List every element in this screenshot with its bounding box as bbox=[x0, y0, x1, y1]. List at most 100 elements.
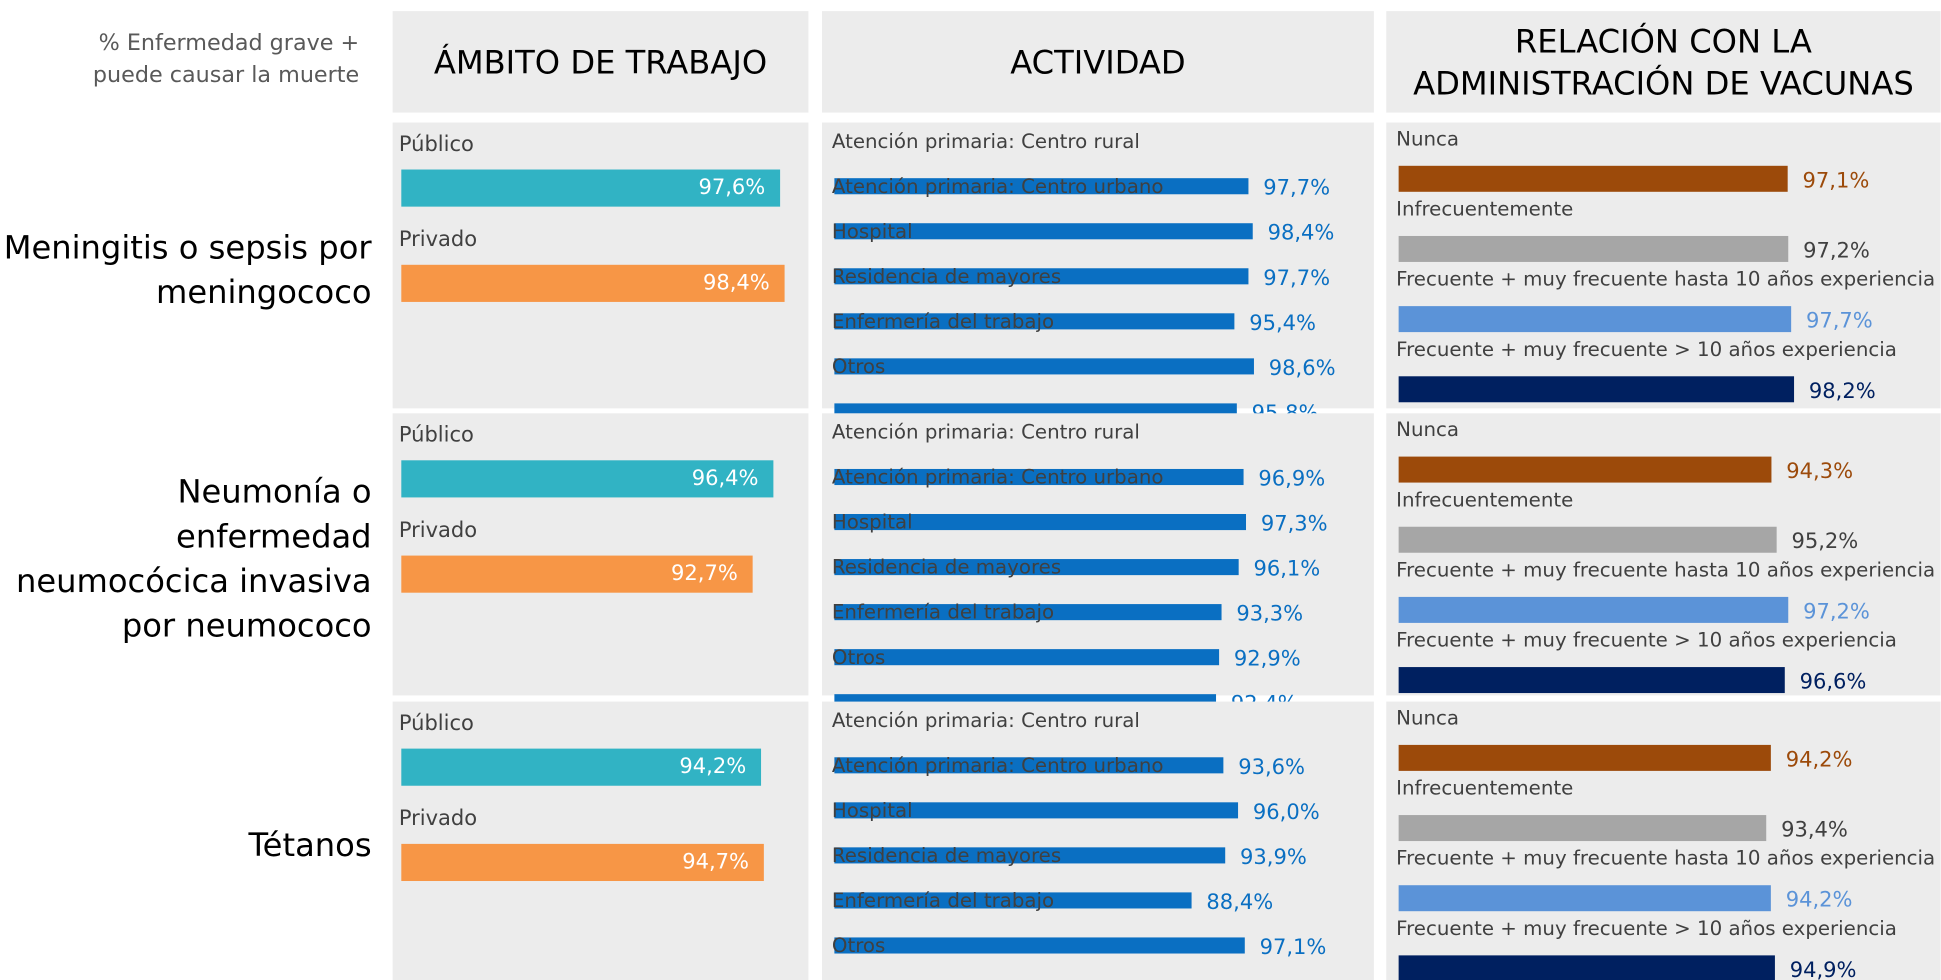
category-label: Enfermería del trabajo bbox=[832, 601, 1054, 624]
category-label: Otros bbox=[832, 646, 885, 669]
category-label: Hospital bbox=[832, 799, 913, 822]
value-label: 94,7% bbox=[682, 848, 749, 873]
category-label: Atención primaria: Centro rural bbox=[832, 130, 1140, 153]
value-label: 94,2% bbox=[1786, 746, 1853, 771]
value-label: 94,9% bbox=[1790, 957, 1857, 980]
value-label: 97,1% bbox=[1260, 934, 1327, 959]
category-label: Infrecuentemente bbox=[1396, 777, 1573, 800]
category-label: Hospital bbox=[832, 511, 913, 534]
bar bbox=[1398, 165, 1788, 192]
column-header: ADMINISTRACIÓN DE VACUNAS bbox=[1413, 63, 1914, 102]
bar bbox=[1398, 526, 1777, 553]
value-label: 93,3% bbox=[1236, 601, 1303, 626]
value-label: 93,9% bbox=[1240, 844, 1307, 869]
bar bbox=[834, 268, 1249, 285]
bar bbox=[834, 757, 1224, 774]
category-label: Nunca bbox=[1396, 418, 1459, 441]
row-label: Meningitis o sepsis por bbox=[4, 228, 373, 266]
column-header: ÁMBITO DE TRABAJO bbox=[434, 43, 767, 81]
category-label: Otros bbox=[832, 934, 885, 957]
bar bbox=[834, 649, 1220, 666]
value-label: 94,2% bbox=[1786, 887, 1853, 912]
column-header: ACTIVIDAD bbox=[1010, 43, 1185, 81]
category-label: Público bbox=[399, 131, 474, 156]
category-label: Atención primaria: Centro rural bbox=[832, 709, 1140, 732]
panel bbox=[822, 413, 1374, 696]
value-label: 98,4% bbox=[703, 269, 770, 294]
bar bbox=[1398, 596, 1789, 623]
bar bbox=[1398, 744, 1771, 771]
category-label: Residencia de mayores bbox=[832, 556, 1061, 579]
bar bbox=[834, 514, 1247, 531]
value-label: 97,6% bbox=[698, 174, 765, 199]
row-label: por neumococo bbox=[122, 606, 372, 644]
bar bbox=[1398, 376, 1795, 403]
bar bbox=[401, 460, 774, 498]
category-label: Infrecuentemente bbox=[1396, 488, 1573, 511]
category-label: Enfermería del trabajo bbox=[832, 310, 1054, 333]
bar bbox=[1398, 306, 1792, 333]
category-label: Frecuente + muy frecuente > 10 años expe… bbox=[1396, 629, 1897, 652]
value-label: 95,4% bbox=[1249, 310, 1316, 335]
bar bbox=[834, 223, 1253, 240]
corner-note: % Enfermedad grave + bbox=[99, 30, 360, 56]
row-label: enfermedad bbox=[176, 517, 372, 555]
category-label: Frecuente + muy frecuente hasta 10 años … bbox=[1396, 847, 1935, 870]
bar bbox=[834, 847, 1226, 864]
bar bbox=[1398, 456, 1772, 483]
corner-note: puede causar la muerte bbox=[93, 62, 359, 88]
category-label: Nunca bbox=[1396, 706, 1459, 729]
bar bbox=[401, 555, 753, 593]
value-label: 97,2% bbox=[1803, 598, 1870, 623]
value-label: 98,4% bbox=[1268, 220, 1335, 245]
bar bbox=[834, 559, 1239, 576]
category-label: Otros bbox=[832, 355, 885, 378]
value-label: 95,2% bbox=[1792, 528, 1859, 553]
panel bbox=[1386, 122, 1941, 409]
value-label: 93,4% bbox=[1781, 817, 1848, 842]
category-label: Residencia de mayores bbox=[832, 265, 1061, 288]
value-label: 96,9% bbox=[1258, 465, 1325, 490]
category-label: Público bbox=[399, 422, 474, 447]
value-label: 91,7% bbox=[1227, 979, 1294, 980]
bar bbox=[401, 169, 781, 207]
bar bbox=[834, 358, 1254, 375]
value-label: 92,9% bbox=[1234, 646, 1301, 671]
category-label: Frecuente + muy frecuente > 10 años expe… bbox=[1396, 917, 1897, 940]
category-label: Privado bbox=[399, 226, 477, 251]
value-label: 88,4% bbox=[1206, 889, 1273, 914]
row-label: Neumonía o bbox=[177, 473, 371, 511]
category-label: Infrecuentemente bbox=[1396, 197, 1573, 220]
bar bbox=[401, 264, 785, 302]
category-label: Frecuente + muy frecuente > 10 años expe… bbox=[1396, 338, 1897, 361]
value-label: 97,3% bbox=[1261, 511, 1328, 536]
value-label: 94,2% bbox=[679, 753, 746, 778]
bar bbox=[1398, 955, 1775, 980]
category-label: Enfermería del trabajo bbox=[832, 889, 1054, 912]
panel bbox=[392, 413, 809, 696]
bar bbox=[834, 892, 1192, 909]
bar bbox=[834, 604, 1222, 621]
value-label: 98,2% bbox=[1809, 378, 1876, 403]
bar bbox=[1398, 235, 1789, 262]
value-label: 98,6% bbox=[1269, 355, 1336, 380]
bar bbox=[834, 313, 1235, 330]
category-label: Nunca bbox=[1396, 127, 1459, 150]
value-label: 93,6% bbox=[1238, 754, 1305, 779]
value-label: 96,1% bbox=[1254, 556, 1321, 581]
category-label: Atención primaria: Centro rural bbox=[832, 421, 1140, 444]
category-label: Atención primaria: Centro urbano bbox=[832, 175, 1164, 198]
value-label: 97,2% bbox=[1803, 237, 1870, 262]
row-label: neumocócica invasiva bbox=[16, 562, 372, 600]
value-label: 96,4% bbox=[692, 465, 759, 490]
panel bbox=[1386, 413, 1941, 696]
value-label: 94,3% bbox=[1786, 458, 1853, 483]
category-label: Frecuente + muy frecuente hasta 10 años … bbox=[1396, 558, 1935, 581]
value-label: 97,7% bbox=[1263, 175, 1330, 200]
row-label: Tétanos bbox=[248, 826, 372, 864]
row-label: meningococo bbox=[156, 273, 372, 311]
category-label: Hospital bbox=[832, 220, 913, 243]
category-label: Frecuente + muy frecuente hasta 10 años … bbox=[1396, 268, 1935, 291]
bar bbox=[834, 468, 1244, 486]
bar bbox=[1398, 885, 1771, 912]
